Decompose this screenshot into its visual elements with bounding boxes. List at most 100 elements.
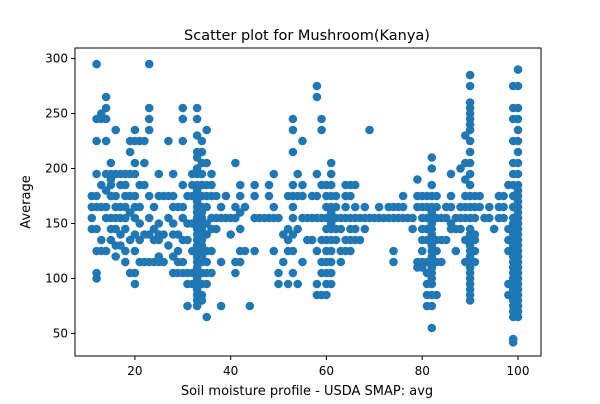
- data-point: [475, 191, 485, 201]
- data-point: [288, 147, 298, 157]
- data-point: [274, 279, 283, 289]
- data-point: [106, 158, 116, 168]
- data-point: [432, 246, 441, 256]
- data-point: [202, 279, 211, 289]
- data-point: [427, 180, 437, 190]
- y-tick-label: 200: [45, 162, 68, 176]
- data-point: [121, 246, 130, 256]
- data-point: [125, 147, 135, 157]
- data-point: [326, 257, 336, 267]
- data-point: [202, 257, 211, 267]
- data-point: [417, 246, 427, 256]
- data-point: [87, 213, 97, 223]
- data-point: [326, 268, 336, 278]
- data-point: [144, 191, 154, 201]
- data-point: [513, 158, 523, 168]
- data-point: [312, 191, 322, 201]
- data-point: [159, 230, 168, 239]
- data-point: [197, 147, 207, 157]
- data-point: [346, 191, 355, 201]
- data-point: [427, 153, 437, 162]
- data-point: [149, 202, 159, 212]
- data-point: [427, 164, 437, 173]
- data-point: [159, 257, 168, 267]
- data-point: [192, 103, 202, 113]
- data-point: [398, 191, 408, 201]
- data-point: [465, 81, 475, 91]
- data-point: [264, 191, 274, 201]
- data-point: [164, 241, 173, 250]
- y-tick-label: 150: [45, 216, 68, 230]
- data-point: [365, 125, 374, 135]
- data-point: [216, 257, 226, 267]
- data-point: [465, 296, 475, 305]
- data-point: [235, 224, 245, 234]
- data-point: [101, 92, 111, 102]
- data-point: [485, 213, 494, 223]
- data-point: [130, 191, 140, 201]
- data-point: [231, 158, 240, 168]
- data-point: [489, 224, 499, 234]
- data-point: [101, 246, 111, 256]
- data-point: [250, 246, 259, 256]
- data-point: [92, 274, 101, 283]
- data-point: [470, 246, 480, 256]
- data-point: [183, 301, 192, 311]
- data-point: [427, 301, 437, 311]
- data-point: [288, 180, 298, 190]
- data-point: [135, 202, 144, 212]
- data-point: [111, 252, 120, 261]
- data-point: [288, 213, 298, 223]
- data-point: [144, 213, 154, 223]
- data-point: [307, 235, 317, 245]
- data-point: [216, 301, 226, 311]
- data-point: [441, 235, 451, 245]
- data-point: [212, 191, 221, 201]
- data-point: [121, 257, 130, 267]
- data-point: [250, 191, 259, 201]
- data-point: [331, 191, 341, 201]
- data-point: [293, 169, 303, 179]
- x-axis-ticks: 20 40 60 80 100: [127, 356, 529, 378]
- data-point: [408, 224, 417, 234]
- x-tick-label: 20: [127, 364, 142, 378]
- data-point: [202, 158, 211, 168]
- data-point: [465, 136, 475, 146]
- data-point: [398, 202, 408, 212]
- data-point: [465, 169, 475, 179]
- data-point: [288, 114, 298, 124]
- data-point: [446, 169, 456, 179]
- data-point: [92, 136, 101, 146]
- data-point: [101, 202, 111, 212]
- data-point: [513, 103, 523, 113]
- data-point: [135, 219, 144, 228]
- data-point: [513, 81, 523, 91]
- data-point: [202, 312, 211, 322]
- data-point: [317, 125, 326, 135]
- data-point: [121, 224, 130, 234]
- data-point: [432, 202, 441, 212]
- data-point: [465, 70, 475, 80]
- data-point: [111, 125, 120, 135]
- y-tick-label: 100: [45, 271, 68, 285]
- data-point: [92, 191, 101, 201]
- data-point: [202, 125, 211, 135]
- data-point: [235, 180, 245, 190]
- data-point: [212, 224, 221, 234]
- data-point: [360, 202, 370, 212]
- data-point: [221, 191, 231, 201]
- data-point: [499, 213, 508, 223]
- data-point: [446, 191, 456, 201]
- data-point: [240, 202, 250, 212]
- data-point: [374, 202, 384, 212]
- data-point: [427, 279, 437, 289]
- data-point: [513, 136, 523, 146]
- data-point: [207, 180, 216, 190]
- data-point: [269, 202, 279, 212]
- data-point: [336, 257, 346, 267]
- data-point: [465, 147, 475, 157]
- data-point: [437, 257, 446, 267]
- data-point: [240, 246, 250, 256]
- data-point: [202, 202, 211, 212]
- data-point: [130, 246, 140, 256]
